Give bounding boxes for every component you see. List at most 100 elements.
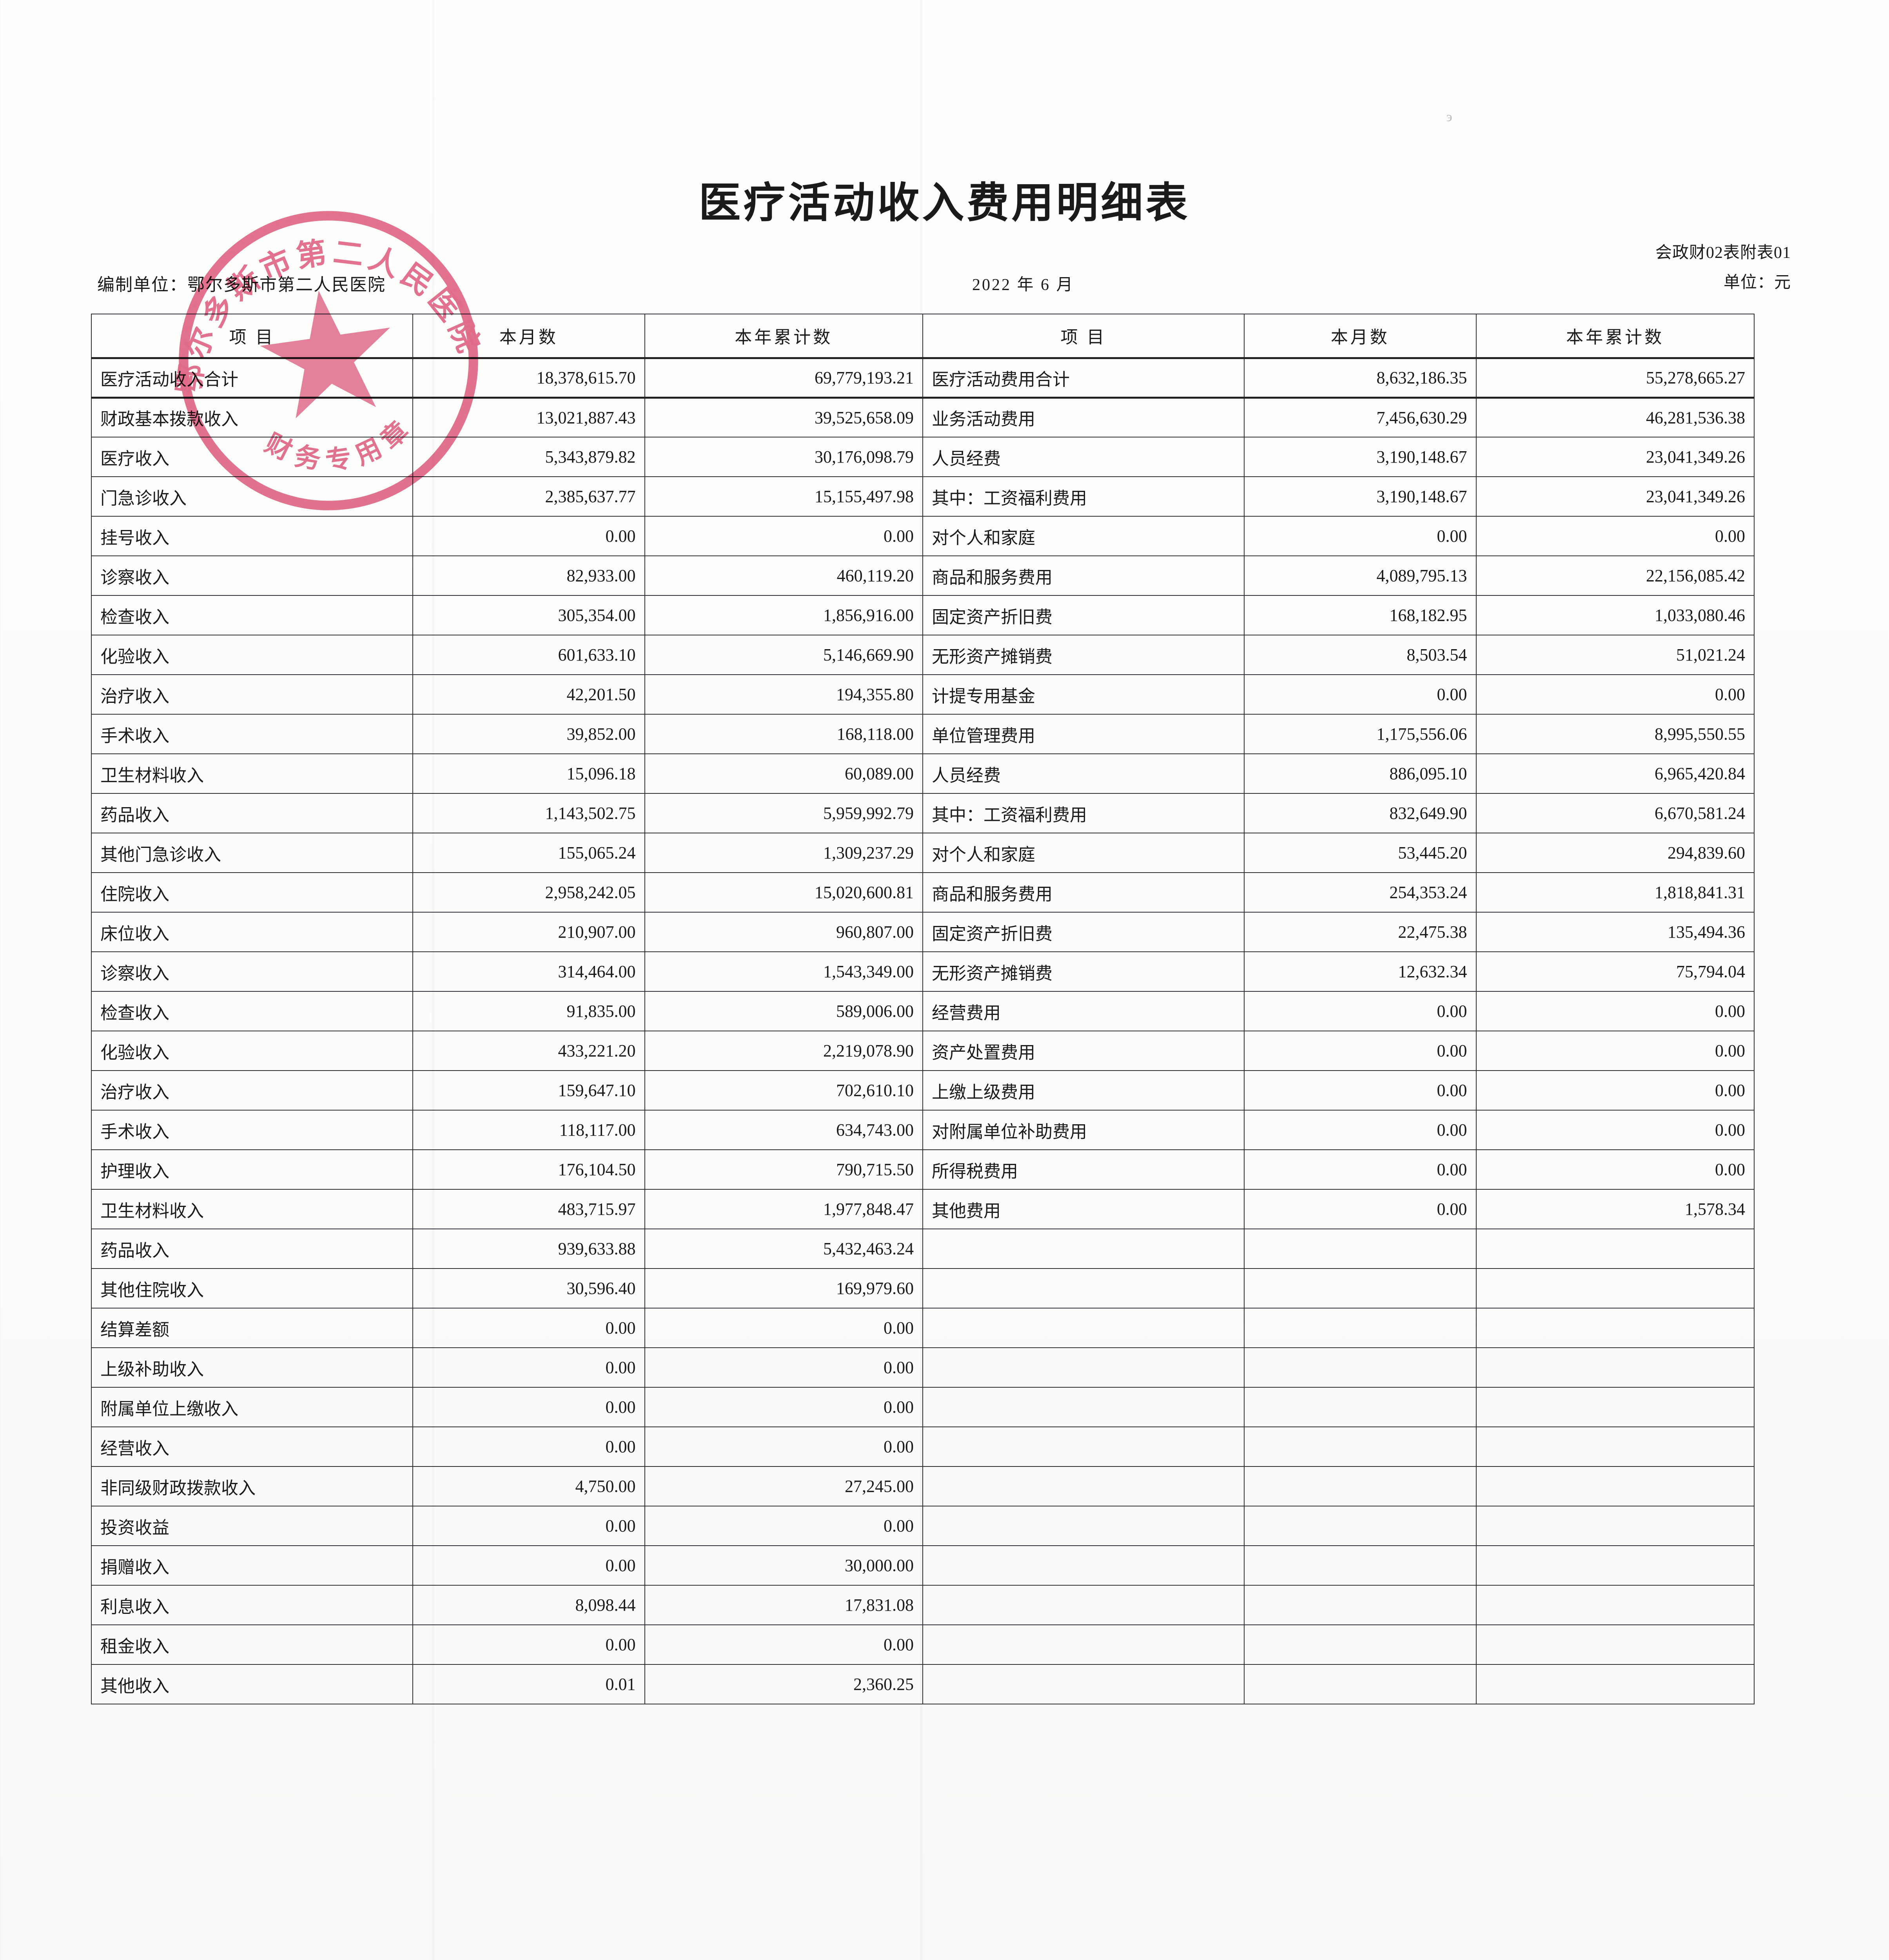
- income-item-label: 化验收入: [91, 635, 414, 675]
- table-row: 附属单位上缴收入 0.00 0.00: [91, 1387, 1755, 1427]
- expense-year-value: 0.00: [1475, 1031, 1755, 1071]
- expense-month-empty: [1244, 1624, 1477, 1665]
- header-expense-item: 项 目: [922, 314, 1245, 359]
- expense-item-label: 医疗活动费用合计: [922, 358, 1245, 399]
- expense-month-value: 0.00: [1244, 1149, 1477, 1190]
- income-month-value: 82,933.00: [412, 555, 645, 596]
- income-year-value: 17,831.08: [644, 1585, 923, 1625]
- income-month-value: 18,378,615.70: [412, 358, 645, 399]
- expense-month-empty: [1244, 1585, 1477, 1625]
- income-month-value: 8,098.44: [412, 1585, 645, 1625]
- table-row: 床位收入 210,907.00 960,807.00 固定资产折旧费 22,475.38…: [91, 912, 1755, 952]
- table-row: 结算差额 0.00 0.00: [91, 1308, 1755, 1348]
- table-row: 利息收入 8,098.44 17,831.08: [91, 1585, 1755, 1625]
- expense-year-value: 0.00: [1475, 1110, 1755, 1150]
- expense-item-label: 商品和服务费用: [922, 555, 1245, 596]
- income-month-value: 939,633.88: [412, 1229, 645, 1269]
- expense-item-label: 上缴上级费用: [922, 1070, 1245, 1111]
- expense-item-empty: [922, 1347, 1245, 1388]
- expense-month-empty: [1244, 1466, 1477, 1506]
- income-item-label: 床位收入: [91, 912, 414, 952]
- income-item-label: 经营收入: [91, 1426, 414, 1467]
- income-month-value: 0.00: [412, 1426, 645, 1467]
- income-item-label: 投资收益: [91, 1506, 414, 1546]
- income-item-label: 捐赠收入: [91, 1545, 414, 1586]
- income-item-label: 非同级财政拨款收入: [91, 1466, 414, 1506]
- expense-item-label: 人员经费: [922, 437, 1245, 477]
- table-row: 手术收入 39,852.00 168,118.00 单位管理费用 1,175,556.0…: [91, 714, 1755, 754]
- expense-month-value: 22,475.38: [1244, 912, 1477, 952]
- income-year-value: 15,155,497.98: [644, 476, 923, 517]
- expense-month-value: 0.00: [1244, 1110, 1477, 1150]
- income-year-value: 169,979.60: [644, 1268, 923, 1308]
- table-row: 检查收入 305,354.00 1,856,916.00 固定资产折旧费 168,182…: [91, 595, 1755, 635]
- expense-month-value: 0.00: [1244, 516, 1477, 556]
- expense-month-empty: [1244, 1664, 1477, 1704]
- income-month-value: 314,464.00: [412, 951, 645, 992]
- expense-item-label: 固定资产折旧费: [922, 912, 1245, 952]
- income-month-value: 0.00: [412, 1545, 645, 1586]
- expense-item-empty: [922, 1308, 1245, 1348]
- expense-month-value: 3,190,148.67: [1244, 437, 1477, 477]
- expense-item-label: 对个人和家庭: [922, 516, 1245, 556]
- income-item-label: 卫生材料收入: [91, 1189, 414, 1229]
- expense-year-value: 22,156,085.42: [1475, 555, 1755, 596]
- table-row: 上级补助收入 0.00 0.00: [91, 1347, 1755, 1388]
- income-month-value: 91,835.00: [412, 991, 645, 1031]
- expense-item-empty: [922, 1229, 1245, 1269]
- income-year-value: 2,219,078.90: [644, 1031, 923, 1071]
- income-year-value: 5,432,463.24: [644, 1229, 923, 1269]
- income-month-value: 433,221.20: [412, 1031, 645, 1071]
- income-item-label: 财政基本拨款收入: [91, 397, 414, 437]
- income-year-value: 15,020,600.81: [644, 872, 923, 913]
- page-title: 医疗活动收入费用明细表: [699, 179, 1190, 227]
- table-row: 租金收入 0.00 0.00: [91, 1624, 1755, 1665]
- income-item-label: 其他门急诊收入: [91, 833, 414, 873]
- currency-unit-label: 单位：元: [1723, 274, 1791, 292]
- income-year-value: 589,006.00: [644, 991, 923, 1031]
- table-row: 药品收入 939,633.88 5,432,463.24: [91, 1229, 1755, 1269]
- expense-item-empty: [922, 1268, 1245, 1308]
- income-item-label: 药品收入: [91, 793, 414, 833]
- expense-item-empty: [922, 1664, 1245, 1704]
- income-item-label: 住院收入: [91, 872, 414, 913]
- expense-month-empty: [1244, 1268, 1477, 1308]
- table-row: 住院收入 2,958,242.05 15,020,600.81 商品和服务费用 254,…: [91, 872, 1755, 913]
- income-month-value: 30,596.40: [412, 1268, 645, 1308]
- income-item-label: 治疗收入: [91, 1070, 414, 1111]
- income-month-value: 0.00: [412, 1624, 645, 1665]
- expense-year-value: 55,278,665.27: [1475, 358, 1755, 399]
- table-row: 诊察收入 314,464.00 1,543,349.00 无形资产摊销费 12,632.…: [91, 951, 1755, 992]
- expense-item-label: 人员经费: [922, 753, 1245, 794]
- table-row: 诊察收入 82,933.00 460,119.20 商品和服务费用 4,089,795.…: [91, 555, 1755, 596]
- expense-month-empty: [1244, 1387, 1477, 1427]
- income-item-label: 手术收入: [91, 714, 414, 754]
- income-item-label: 其他收入: [91, 1664, 414, 1704]
- income-item-label: 诊察收入: [91, 555, 414, 596]
- table-row: 药品收入 1,143,502.75 5,959,992.79 其中：工资福利费用 832…: [91, 793, 1755, 833]
- income-item-label: 医疗活动收入合计: [91, 358, 414, 399]
- income-year-value: 194,355.80: [644, 674, 923, 715]
- table-row: 经营收入 0.00 0.00: [91, 1426, 1755, 1467]
- expense-year-value: 23,041,349.26: [1475, 476, 1755, 517]
- expense-item-empty: [922, 1585, 1245, 1625]
- expense-month-value: 0.00: [1244, 674, 1477, 715]
- income-year-value: 30,176,098.79: [644, 437, 923, 477]
- expense-year-empty: [1475, 1624, 1755, 1665]
- income-month-value: 5,343,879.82: [412, 437, 645, 477]
- income-item-label: 检查收入: [91, 991, 414, 1031]
- expense-item-empty: [922, 1545, 1245, 1586]
- income-year-value: 39,525,658.09: [644, 397, 923, 437]
- expense-item-empty: [922, 1426, 1245, 1467]
- table-row: 其他住院收入 30,596.40 169,979.60: [91, 1268, 1755, 1308]
- income-item-label: 挂号收入: [91, 516, 414, 556]
- expense-month-value: 0.00: [1244, 1189, 1477, 1229]
- header-income-year: 本年累计数: [644, 314, 923, 359]
- expense-item-empty: [922, 1624, 1245, 1665]
- table-row: 治疗收入 42,201.50 194,355.80 计提专用基金 0.00 0.00: [91, 674, 1755, 715]
- income-year-value: 30,000.00: [644, 1545, 923, 1586]
- expense-item-label: 其中：工资福利费用: [922, 476, 1245, 517]
- income-item-label: 护理收入: [91, 1149, 414, 1190]
- expense-year-value: 1,818,841.31: [1475, 872, 1755, 913]
